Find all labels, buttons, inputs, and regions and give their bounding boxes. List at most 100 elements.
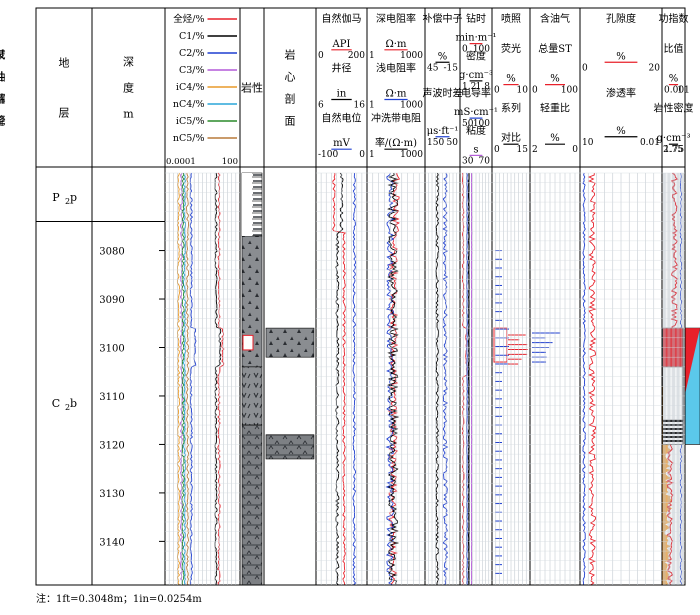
footnote: 注：1ft=0.3048m；1in=0.0254m: [36, 594, 202, 605]
scale-max: 1000: [400, 150, 423, 160]
gas-curve: [217, 172, 225, 586]
lithology-interval: [241, 366, 263, 426]
scale-min: 1: [369, 101, 375, 111]
scale-min: 0: [582, 63, 588, 73]
header-brittle-text: 功指数: [659, 12, 689, 25]
flushed-resistivity-curve: [386, 172, 400, 586]
header-res-text: Ω·m: [386, 39, 407, 50]
legend-gas-label: iC5/%: [176, 116, 205, 127]
scale-min: 50: [462, 119, 474, 129]
scale-max: 200: [348, 51, 365, 61]
scale-min: 1.2: [462, 82, 476, 92]
header-fluor-text: 对比: [501, 131, 521, 144]
test-triangle: [685, 328, 700, 395]
header-fluor-text: 系列: [501, 101, 521, 114]
core-interval: [265, 327, 315, 358]
header-gr-text: 自然伽马: [322, 12, 362, 25]
depth-tick-label: 3100: [99, 343, 124, 354]
header-core-text: 剖: [285, 92, 296, 106]
header-test-text: 论: [0, 114, 6, 128]
scale-max: 1.8: [476, 82, 491, 92]
strata-subscript: 2: [65, 197, 70, 206]
header-drill-text: s: [473, 144, 478, 155]
scale-max: 1: [677, 86, 683, 96]
scale-max: 0.01: [640, 138, 660, 148]
header-cnl-text: μs·ft⁻¹: [427, 126, 459, 137]
shallow-resistivity-curve: [385, 172, 395, 586]
legend-gas-label: nC4/%: [173, 99, 205, 110]
header-strat-text: 层: [59, 107, 70, 120]
header-drill-text: mS·cm⁻¹: [454, 107, 498, 118]
scale-min: 1: [369, 51, 375, 61]
header-cnl-text: 补偿中子: [423, 12, 463, 25]
scale-min: 0: [494, 145, 500, 155]
core-interval: [265, 434, 315, 460]
scale-max: 100: [222, 157, 238, 167]
scale-min: 1: [369, 150, 375, 160]
track-headers: 地层 深度m 全烃/% C1/% C2/% C3/% iC4/% nC4/% iC5/% nC5/…: [0, 12, 694, 167]
header-drill-text: 钻时: [466, 12, 486, 25]
header-gr-text: 井径: [332, 62, 352, 75]
strata-label: b: [70, 397, 77, 410]
header-drill-text: 粘度: [466, 124, 486, 137]
scale-max: 0: [359, 150, 365, 160]
scale-min: 1.75: [664, 145, 684, 155]
header-core-text: 心: [285, 71, 296, 84]
depth-tick-label: 3110: [99, 392, 124, 403]
scale-max: 100: [473, 45, 490, 55]
header-drill-text: 密度: [466, 49, 486, 62]
scale-min: 45: [427, 63, 439, 73]
density-curve: [467, 173, 471, 586]
header-core-text: 面: [285, 115, 296, 128]
scale-max: 100: [561, 86, 578, 96]
scale-max: 10: [517, 86, 529, 96]
gas-curve: [214, 172, 222, 586]
header-test-text: 结: [0, 93, 6, 106]
gas-curve: [181, 172, 185, 585]
scale-max: 2.75: [663, 145, 683, 155]
rop-curve: [461, 172, 468, 586]
permeability-curve: [582, 172, 586, 586]
gas-curve: [189, 172, 197, 586]
lithology-interval: [241, 424, 263, 586]
gas-curve: [182, 172, 187, 586]
legend-gas-label: 全烃/%: [173, 13, 204, 25]
scale-max: 100: [473, 119, 490, 129]
header-cnl-text: %: [438, 51, 448, 62]
conductivity-curve: [466, 172, 468, 586]
header-res-text: 浅电阻率: [376, 62, 416, 75]
scale-max: 15: [517, 145, 529, 155]
legend-gas-label: C3/%: [179, 65, 205, 76]
legend-gas-label: iC4/%: [176, 82, 205, 93]
scale-max: 50: [447, 138, 459, 148]
header-gr-text: in: [337, 89, 347, 100]
header-test-text: 试: [0, 49, 6, 62]
header-res-text: 冲洗带电阻: [371, 111, 421, 124]
scale-min: 10: [582, 138, 594, 148]
scale-min: -100: [318, 150, 338, 160]
scale-min: 0: [462, 45, 468, 55]
header-brittle-text: %: [669, 74, 679, 85]
scale-min: 6: [318, 101, 324, 111]
header-gr-text: 自然电位: [322, 111, 362, 124]
header-oilgas-text: 总量ST: [538, 42, 572, 55]
scale-min: 0: [318, 51, 324, 61]
strata-subscript: 2: [65, 403, 70, 412]
scale-min: 0.0001: [166, 157, 196, 167]
oil-show-marker: [242, 334, 254, 351]
header-fluor-text: 喷照: [501, 13, 521, 25]
header-gr-text: API: [332, 39, 351, 50]
scale-max: -15: [444, 63, 459, 73]
outer-frame: [35, 7, 686, 586]
header-depth-text: 度: [123, 81, 134, 95]
header-gr-text: mV: [333, 138, 350, 149]
legend-gas-label: nC5/%: [173, 133, 205, 144]
strata-label: C: [52, 397, 60, 410]
scale-max: 1000: [400, 101, 423, 111]
header-strat-text: 地: [59, 57, 70, 70]
scale-max: 1000: [400, 51, 423, 61]
header-oilgas-text: 含油气: [540, 12, 570, 25]
scale-min: 30: [462, 156, 474, 166]
gamma-ray-curve: [332, 172, 347, 586]
